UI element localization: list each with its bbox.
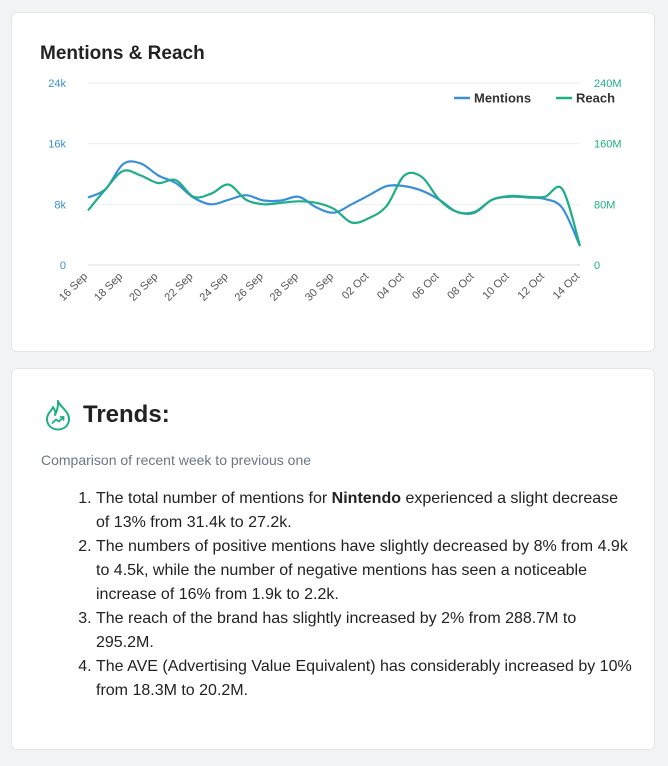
- x-tick-label: 26 Sep: [233, 271, 266, 304]
- x-tick-label: 10 Oct: [480, 271, 511, 302]
- x-tick-label: 30 Sep: [303, 271, 336, 304]
- x-tick-label: 12 Oct: [516, 271, 547, 302]
- y-right-tick-label: 80M: [594, 199, 615, 211]
- trend-item: The total number of mentions for Nintend…: [96, 487, 634, 535]
- trends-card: Trends: Comparison of recent week to pre…: [11, 368, 655, 750]
- y-left-tick-label: 8k: [54, 199, 66, 211]
- y-right-tick-label: 240M: [594, 78, 622, 90]
- series-line-reach: [87, 169, 582, 247]
- trend-item: The AVE (Advertising Value Equivalent) h…: [96, 655, 634, 703]
- trends-subtitle: Comparison of recent week to previous on…: [41, 452, 312, 468]
- trend-item: The reach of the brand has slightly incr…: [96, 607, 634, 655]
- legend-label-mentions: Mentions: [474, 91, 531, 106]
- trend-flame-icon: [46, 400, 70, 431]
- x-tick-label: 04 Oct: [375, 271, 406, 302]
- legend-label-reach: Reach: [576, 91, 615, 106]
- x-tick-label: 14 Oct: [551, 271, 582, 302]
- trends-list: The total number of mentions for Nintend…: [48, 487, 634, 703]
- x-tick-label: 28 Sep: [268, 271, 301, 304]
- x-tick-label: 06 Oct: [410, 271, 441, 302]
- chart-title: Mentions & Reach: [40, 43, 205, 64]
- x-tick-label: 18 Sep: [92, 271, 125, 304]
- trends-header: Trends:: [44, 399, 170, 431]
- x-tick-label: 16 Sep: [57, 271, 90, 304]
- x-tick-label: 24 Sep: [198, 271, 231, 304]
- trend-item: The numbers of positive mentions have sl…: [96, 535, 634, 607]
- x-tick-label: 08 Oct: [445, 271, 476, 302]
- trend-item-text: experienced a slight decrease of 13% fro…: [96, 490, 619, 531]
- series-line-mentions: [87, 160, 582, 247]
- x-tick-label: 02 Oct: [340, 271, 371, 302]
- chart-card: Mentions & Reach 0 0 8k 80M 16k 160M 24k 240M 16…: [11, 12, 655, 352]
- trends-title: Trends:: [83, 401, 170, 428]
- trend-item-text: The total number of mentions for: [96, 490, 332, 507]
- x-tick-label: 22 Sep: [162, 271, 195, 304]
- x-tick-label: 20 Sep: [127, 271, 160, 304]
- y-left-tick-label: 0: [60, 260, 66, 272]
- y-left-tick-label: 24k: [48, 78, 66, 90]
- y-right-tick-label: 0: [594, 260, 600, 272]
- y-left-tick-label: 16k: [48, 139, 66, 151]
- brand-name: Nintendo: [331, 490, 401, 507]
- y-right-tick-label: 160M: [594, 139, 622, 151]
